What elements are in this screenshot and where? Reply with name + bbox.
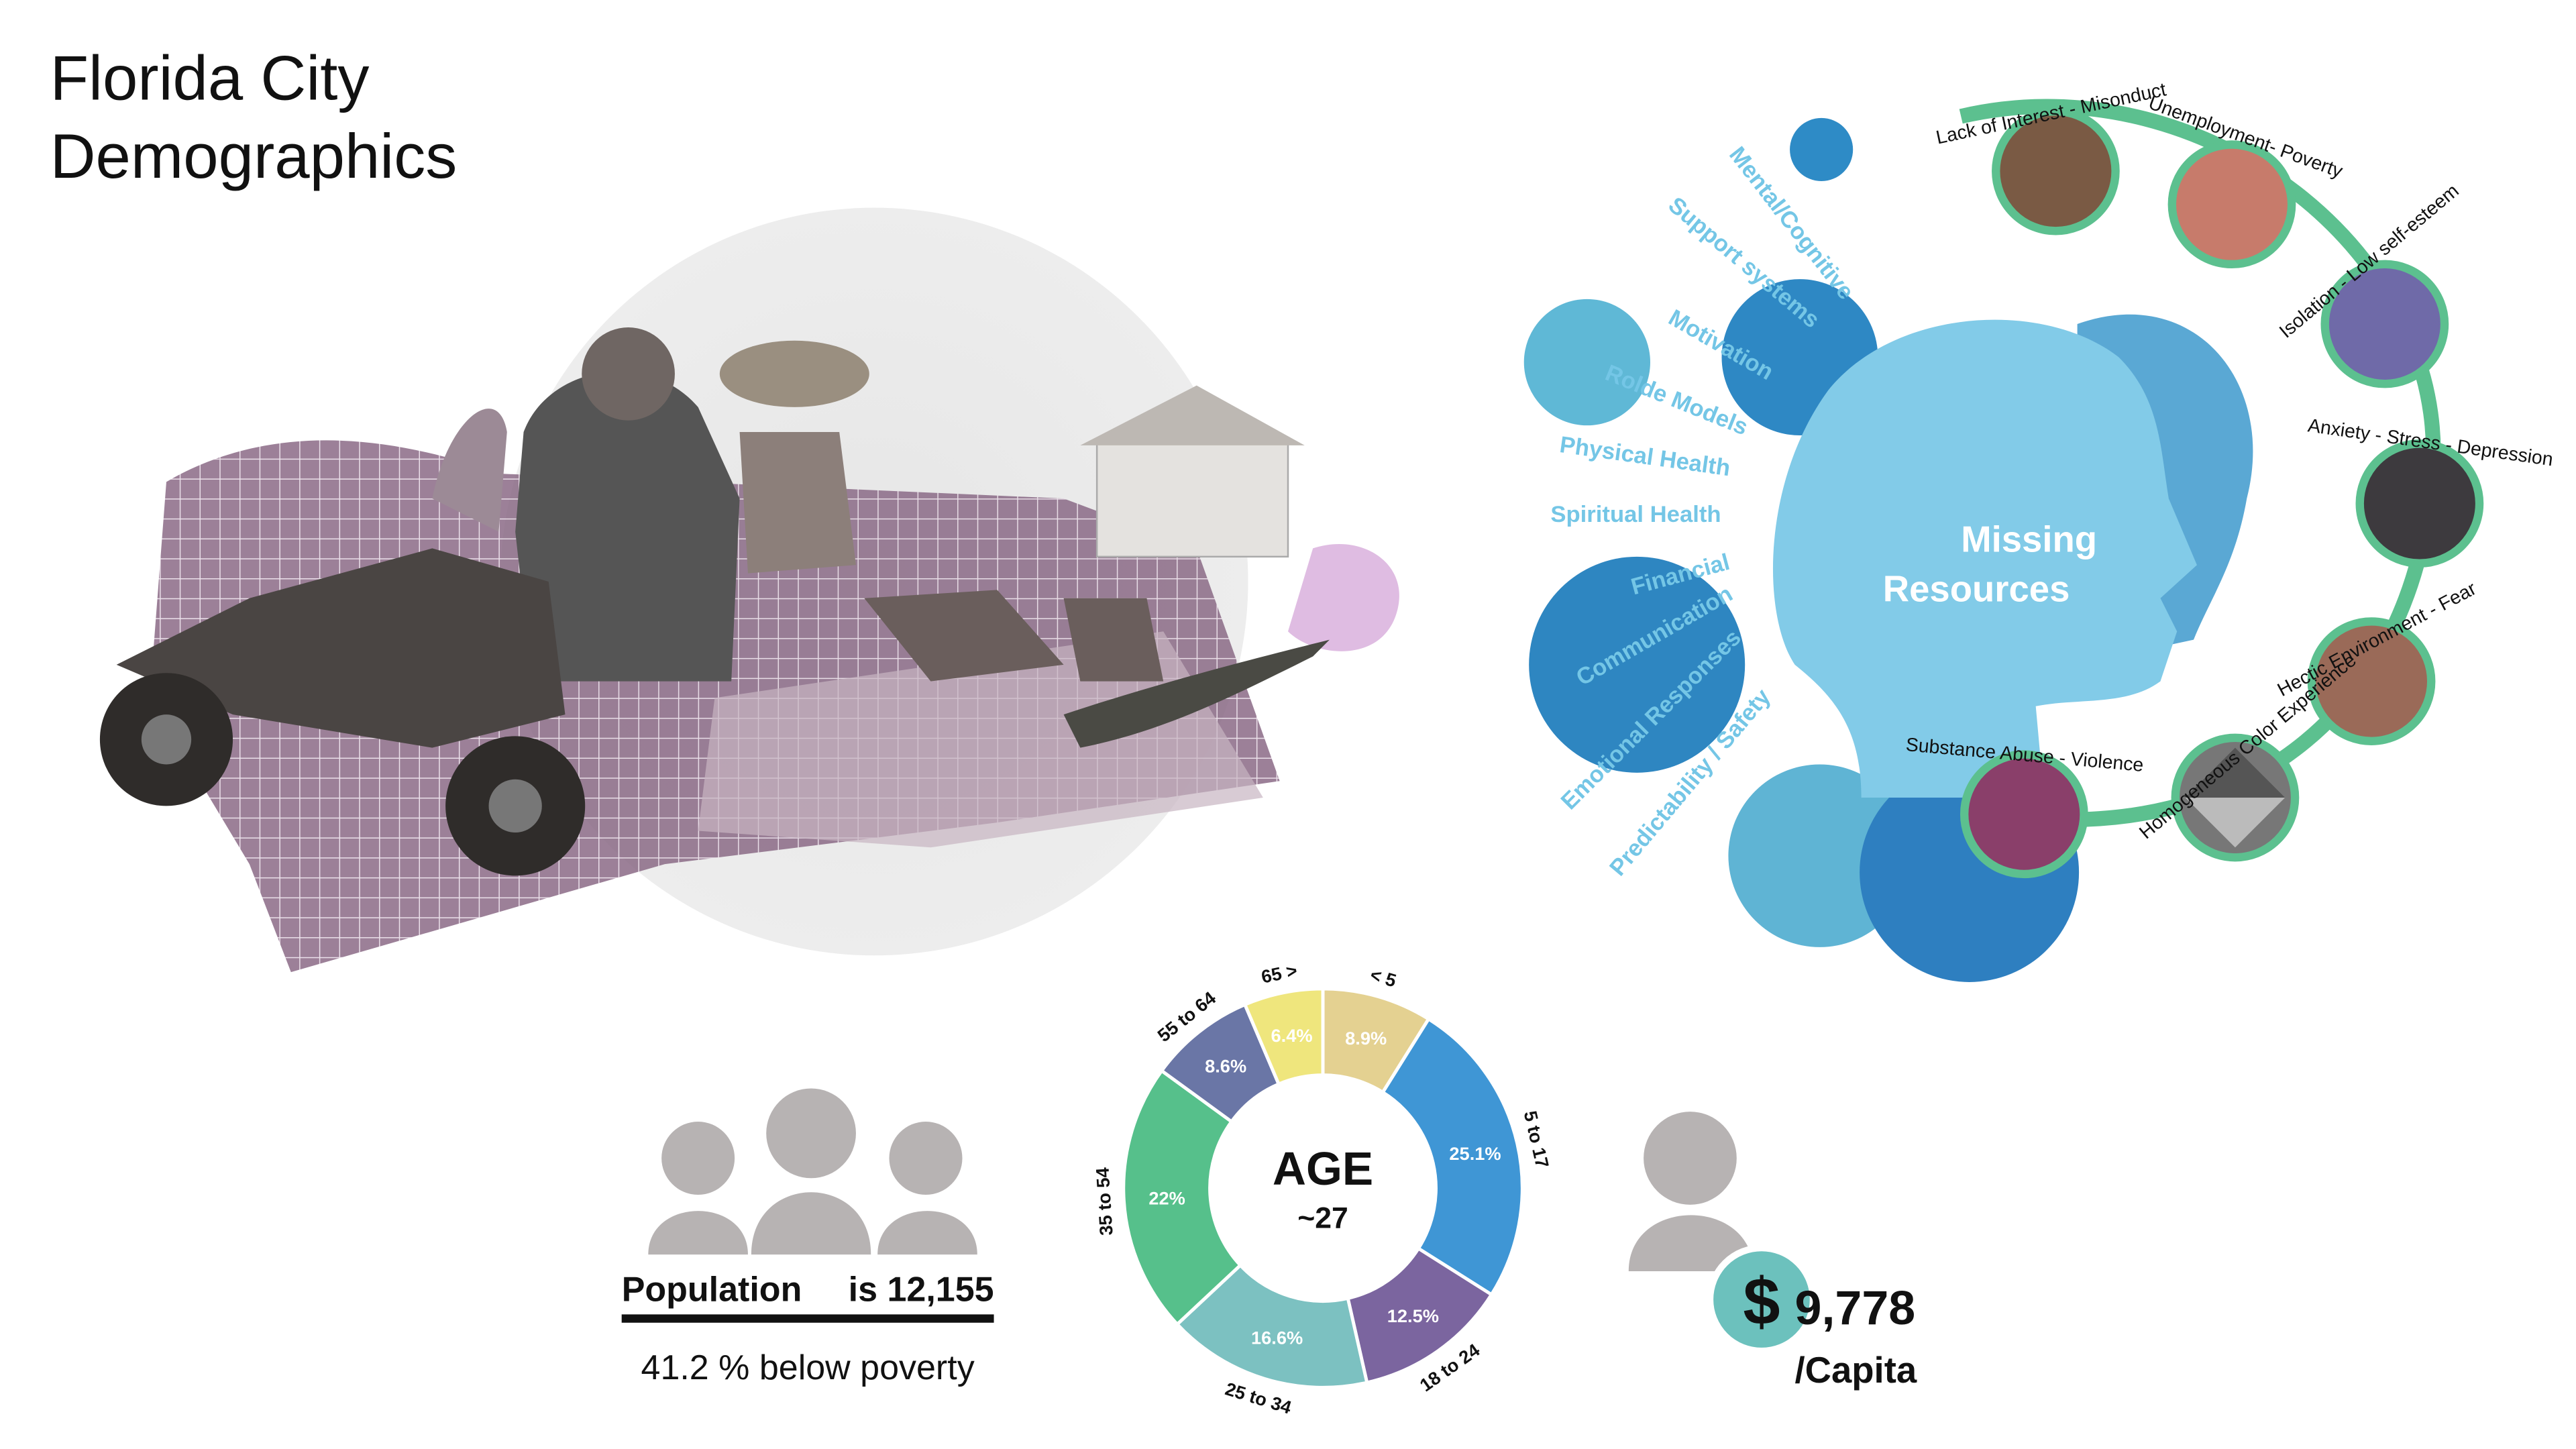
income-amount: 9,778 [1795,1281,1916,1335]
population-label: Population [622,1271,802,1309]
tractor-hub [488,779,542,833]
issue-photo [2320,260,2449,388]
issue-photo [2167,140,2296,269]
donut-slice [1175,1263,1369,1389]
bubble [1790,117,1854,181]
issue-photo [1960,750,2088,879]
dollar-badge [1707,1244,1817,1354]
value-label: 8.6% [1205,1056,1246,1077]
poverty: 41.2 % below poverty [641,1348,975,1387]
head-title: Missing [1961,519,2097,559]
bubble [1523,299,1650,426]
issue-photo [2307,617,2436,745]
category-label: < 5 [1368,964,1399,991]
house [1095,439,1289,558]
head-title: Resources [1883,569,2070,610]
head-silhouette [1772,319,2197,798]
person-body [1628,1215,1754,1271]
man [515,371,740,682]
donut-slice [1380,1016,1524,1297]
bubble [1529,556,1746,773]
donut-title: AGE [1273,1142,1373,1195]
value-label: 25.1% [1449,1143,1501,1164]
workers [864,590,1164,682]
woman [739,432,856,574]
people-icon [648,1088,977,1255]
title-line: Demographics [50,121,458,191]
value-label: 12.5% [1387,1305,1439,1326]
category-label: 5 to 17 [1520,1109,1553,1170]
gray-diamond [2185,747,2286,798]
donut-slice [1242,987,1325,1087]
need-label: Spiritual Health [1550,502,1721,527]
dollar-symbol: $ [1743,1264,1780,1338]
tractor [116,548,566,748]
underline [621,1314,994,1323]
donut-subtitle: ~27 [1297,1202,1348,1235]
gray-diamond [2185,797,2286,848]
hat [719,340,869,407]
value-label: 16.6% [1251,1328,1303,1348]
category-label: 35 to 54 [1091,1167,1116,1236]
roof [1080,385,1305,445]
value-label: 8.9% [1345,1028,1387,1049]
donut-slice [1122,1068,1243,1327]
title-line: Florida City [50,43,370,113]
alligator [1063,639,1330,748]
population: Population is 12,155 41.2 % below povert… [621,1088,994,1387]
need-label: Physical Health [1558,432,1732,481]
collage [99,207,1399,973]
population-value: is 12,155 [849,1271,994,1309]
person-head [1644,1112,1737,1205]
tractor-hub [141,714,192,765]
income: $ 9,778 /Capita [1628,1112,1917,1391]
man-head [582,327,675,421]
issue-photo [2355,439,2484,568]
value-label: 22% [1148,1187,1185,1208]
farmland [698,631,1263,848]
category-label: 65 > [1259,960,1299,987]
missing-resources: Missing Resources Mental/CognitiveSuppor… [1523,79,2555,982]
income-unit: /Capita [1795,1350,1917,1391]
issue-photo [1992,107,2120,235]
value-label: 6.4% [1271,1025,1313,1046]
girl [432,409,507,532]
paint-splash [1288,543,1399,651]
